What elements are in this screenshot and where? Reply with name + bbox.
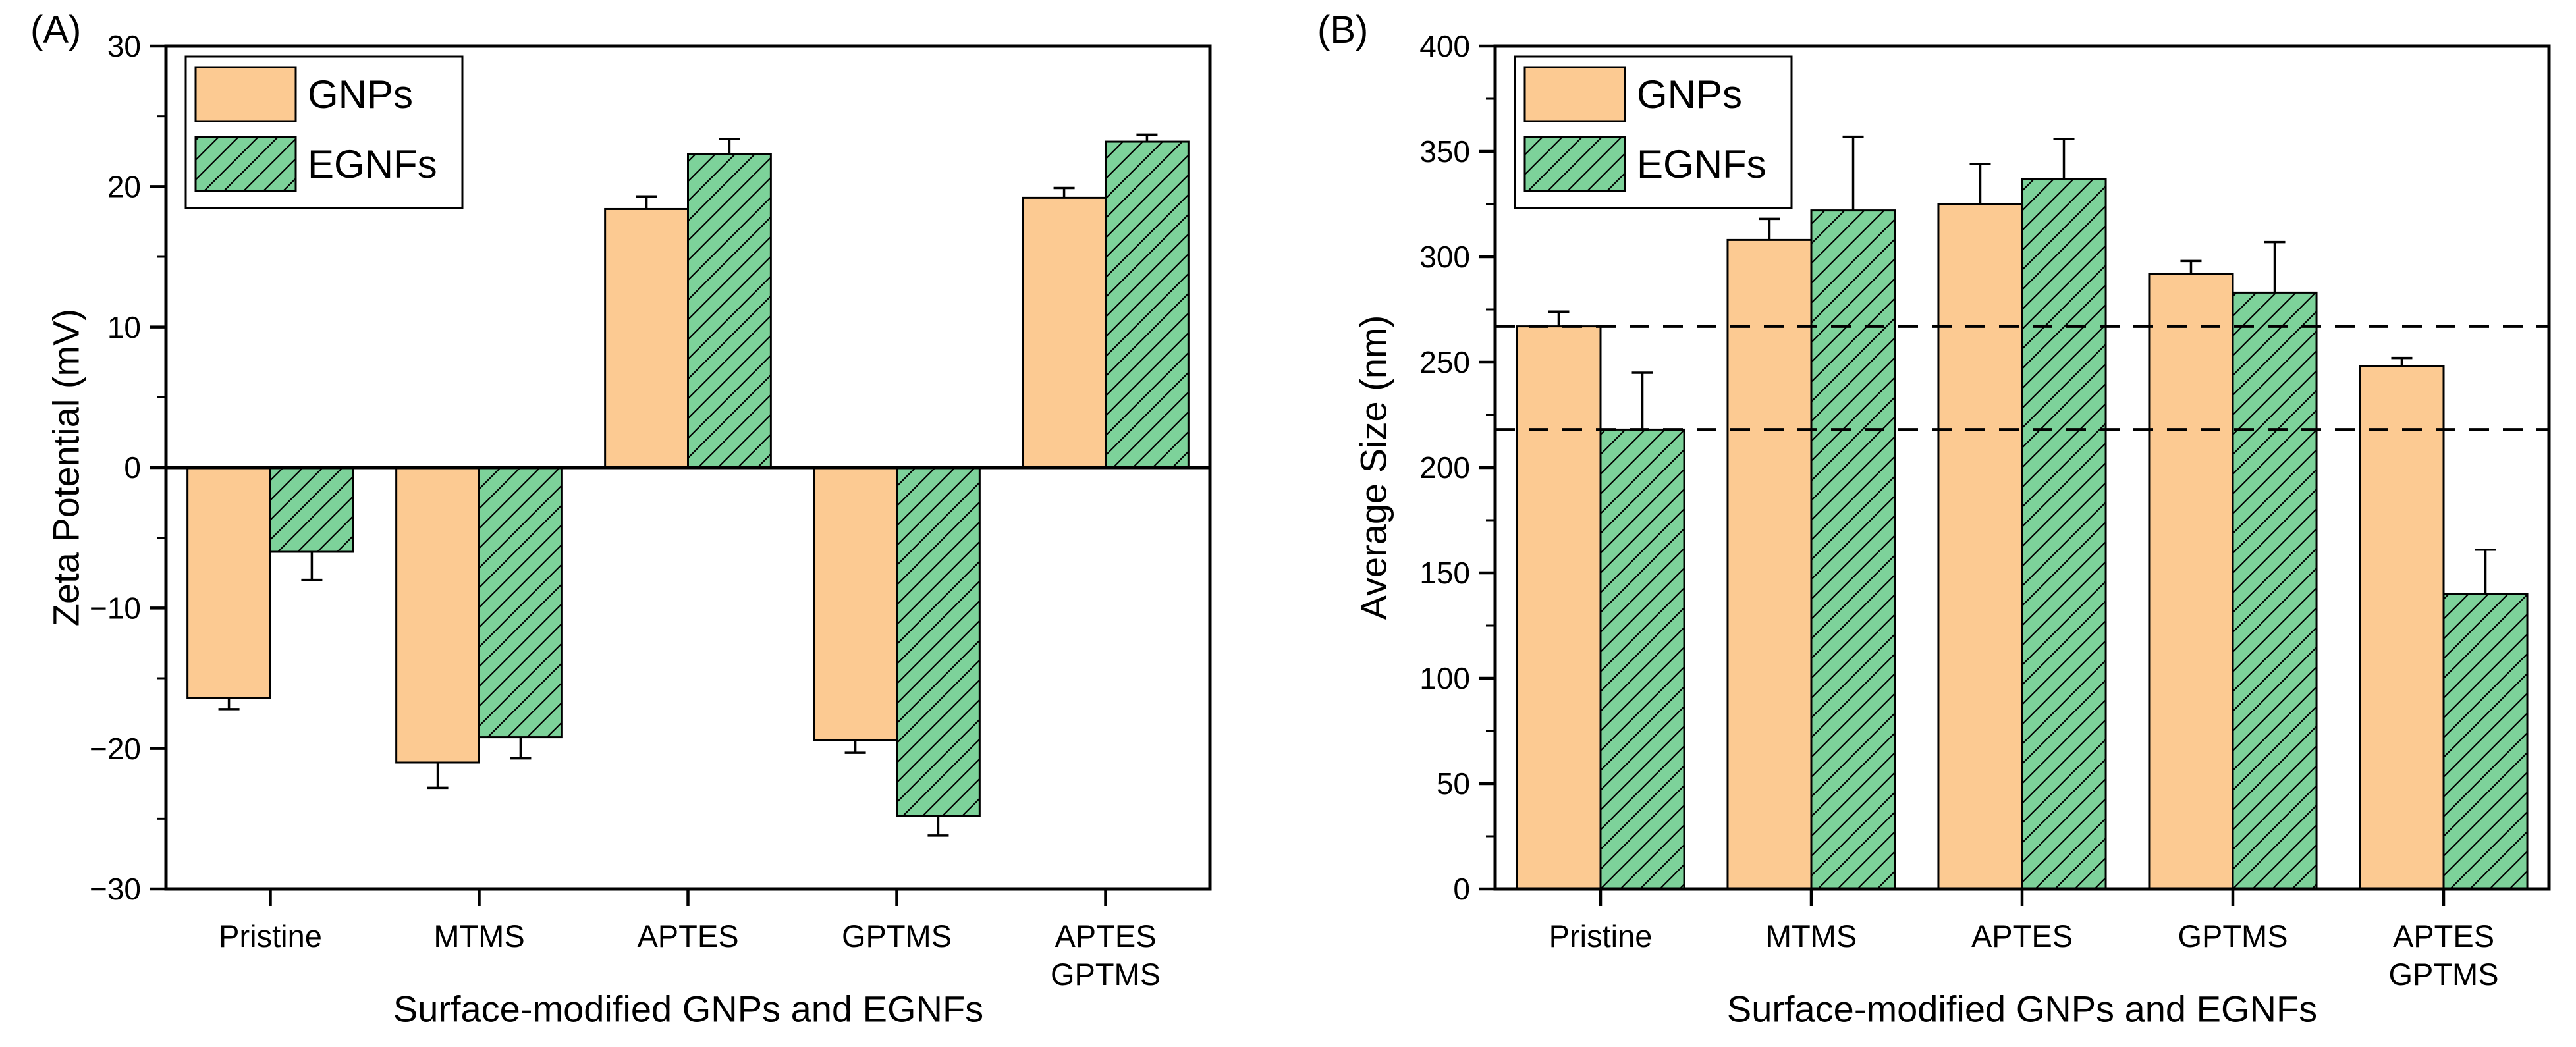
plot-frame [1493, 44, 2551, 891]
x-category-label-aptes-gptms: GPTMS [2388, 957, 2498, 992]
error-bar-gnps-aptes-gptms [2391, 356, 2413, 367]
x-category-label-gptms: GPTMS [842, 919, 952, 953]
legend-item-egnfs: EGNFs [194, 136, 437, 192]
y-axis-ticks: −30 −20 −10 0 10 20 30 [90, 29, 166, 906]
error-bar-egnfs-aptes-gptms [2475, 549, 2496, 594]
zeta-potential-chart: −30 −20 −10 0 10 20 30 Pristine MTMS APTES GPTMS AP… [90, 29, 1212, 992]
bar-gnps-mtms [396, 468, 480, 763]
error-bar-egnfs-aptes-gptms [1136, 133, 1158, 142]
error-bar-egnfs-aptes [2053, 138, 2075, 179]
x-category-label-aptes-gptms: GPTMS [1051, 957, 1161, 992]
error-bar-egnfs-mtms [1842, 135, 1864, 211]
legend-label-gnps: GNPs [308, 72, 413, 117]
legend-swatch-gnps [1525, 67, 1625, 121]
y-tick-label: −10 [90, 591, 141, 625]
y-axis-ticks: 0 50 100 150 200 250 300 350 400 [1419, 29, 1495, 906]
y-tick-label: 350 [1419, 134, 1470, 169]
panel-a-x-axis-title: Surface-modified GNPs and EGNFs [393, 988, 984, 1030]
y-tick-label: 200 [1419, 450, 1470, 485]
error-bar-egnfs-pristine [301, 552, 323, 581]
average-size-chart: 0 50 100 150 200 250 300 350 400 Pristine MTMS APTE… [1419, 29, 2551, 992]
error-bar-gnps-pristine [218, 697, 240, 711]
legend: GNPs EGNFs [1514, 55, 1793, 209]
y-tick-label: 20 [107, 169, 141, 203]
panel-a-y-axis-title: Zeta Potential (mV) [45, 308, 87, 627]
x-category-label-pristine: Pristine [1549, 919, 1653, 953]
error-bar-gnps-mtms [427, 763, 449, 790]
y-tick-label: 0 [124, 450, 141, 485]
bar-gnps-aptes-gptms [1022, 198, 1106, 468]
y-tick-label: 100 [1419, 661, 1470, 695]
x-category-label-aptes-gptms: APTES [2393, 919, 2494, 953]
panel-b-y-axis-title: Average Size (nm) [1352, 315, 1394, 620]
error-bar-gnps-gptms [844, 739, 866, 754]
bars-egnfs [1599, 178, 2529, 890]
legend-item-egnfs: EGNFs [1523, 136, 1767, 192]
legend-item-gnps: GNPs [194, 66, 413, 122]
y-tick-label: 150 [1419, 556, 1470, 590]
y-tick-label: 400 [1419, 29, 1470, 63]
legend-label-egnfs: EGNFs [308, 142, 437, 186]
x-axis-ticks: Pristine MTMS APTES GPTMS APTES GPTMS [1549, 889, 2499, 992]
error-bar-gnps-gptms [2180, 259, 2202, 274]
x-category-label-aptes-gptms: APTES [1055, 919, 1156, 953]
error-bar-egnfs-pristine [1631, 371, 1653, 430]
bars-egnfs [269, 140, 1190, 817]
x-category-label-aptes: APTES [1971, 919, 2073, 953]
panel-average-size: 0 50 100 150 200 250 300 350 400 Pristine MTMS APTE… [1284, 0, 2576, 1047]
y-tick-label: 250 [1419, 345, 1470, 379]
plot-frame [164, 44, 1212, 891]
error-bar-gnps-mtms [1759, 217, 1780, 240]
y-tick-label: −20 [90, 732, 141, 766]
y-tick-label: 10 [107, 310, 141, 344]
panel-a-label: (A) [30, 9, 82, 51]
error-bar-egnfs-mtms [510, 737, 532, 760]
legend-swatch-gnps [196, 67, 296, 121]
error-bars [1548, 135, 2496, 594]
y-tick-label: 0 [1453, 872, 1470, 906]
legend-label-gnps: GNPs [1637, 72, 1742, 117]
y-tick-label: 50 [1437, 766, 1470, 801]
reference-lines [1495, 325, 2549, 431]
error-bar-egnfs-gptms [927, 816, 949, 837]
x-category-label-pristine: Pristine [219, 919, 322, 953]
y-tick-label: 300 [1419, 240, 1470, 274]
y-tick-label: −30 [90, 872, 141, 906]
x-category-label-mtms: MTMS [433, 919, 524, 953]
x-category-label-mtms: MTMS [1766, 919, 1857, 953]
bar-gnps-aptes-gptms [2359, 366, 2444, 889]
x-category-label-aptes: APTES [637, 919, 738, 953]
error-bars [218, 133, 1158, 837]
bar-gnps-pristine [187, 468, 271, 698]
x-axis-ticks: Pristine MTMS APTES GPTMS APTES GPTMS [219, 889, 1161, 992]
legend-item-gnps: GNPs [1523, 66, 1742, 122]
panel-b-x-axis-title: Surface-modified GNPs and EGNFs [1726, 988, 2318, 1030]
bar-gnps-pristine [1516, 326, 1601, 890]
legend: GNPs EGNFs [184, 55, 464, 209]
bar-gnps-gptms [2149, 273, 2233, 890]
x-category-label-gptms: GPTMS [2178, 919, 2288, 953]
y-tick-label: 30 [107, 29, 141, 63]
bar-gnps-aptes [1938, 204, 2022, 889]
bar-gnps-gptms [813, 468, 897, 740]
panel-b-label: (B) [1317, 9, 1369, 51]
error-bar-egnfs-gptms [2264, 240, 2286, 293]
error-bar-egnfs-aptes [719, 138, 740, 155]
legend-label-egnfs: EGNFs [1637, 142, 1767, 186]
error-bar-gnps-aptes [636, 195, 657, 209]
bar-gnps-aptes [605, 209, 688, 468]
error-bar-gnps-aptes-gptms [1053, 186, 1075, 198]
error-bar-gnps-aptes [1969, 163, 1991, 204]
panel-zeta-potential: −30 −20 −10 0 10 20 30 Pristine MTMS APTES GPTMS AP… [0, 0, 1284, 1047]
bar-gnps-mtms [1727, 240, 1811, 889]
error-bar-gnps-pristine [1548, 310, 1570, 327]
